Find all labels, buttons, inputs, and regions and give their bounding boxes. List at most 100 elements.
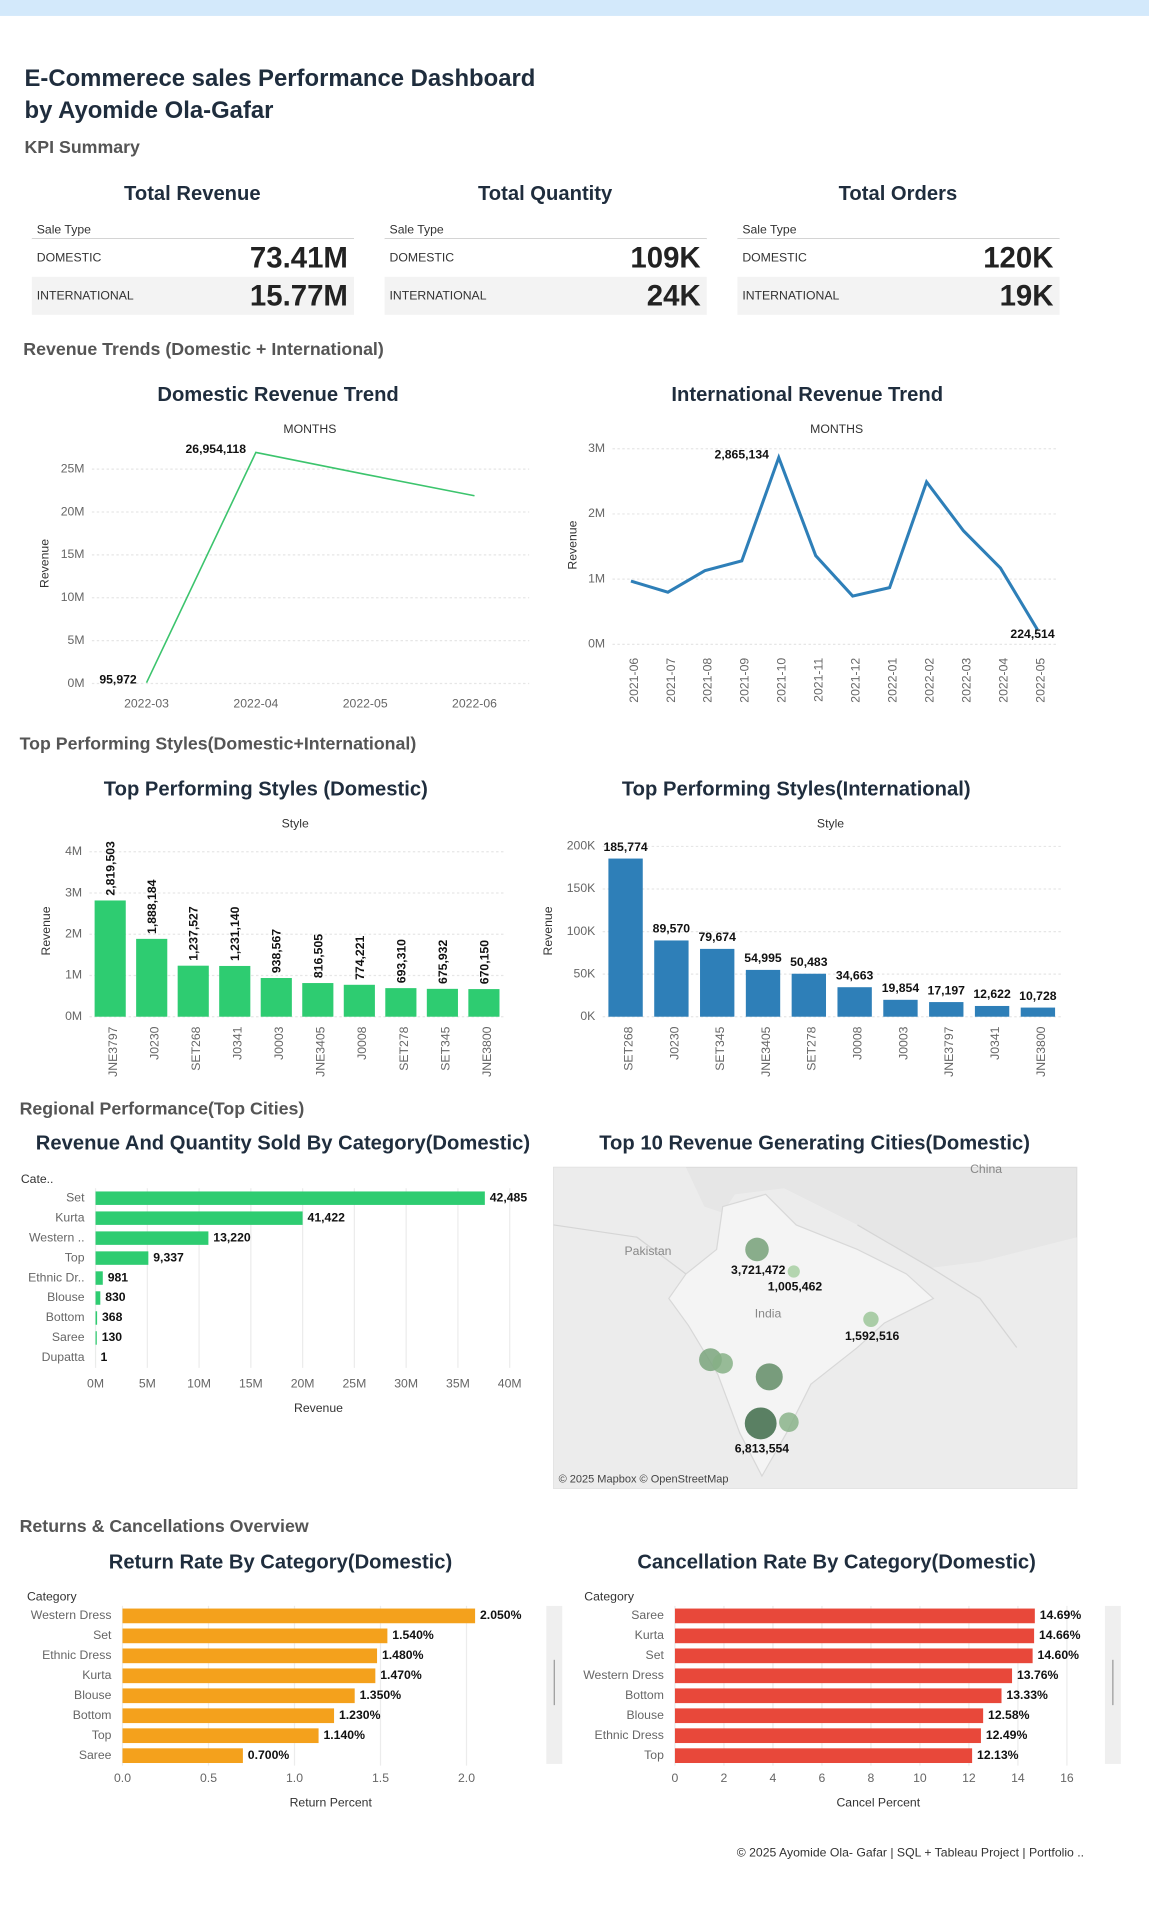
y-axis-title: Category bbox=[584, 1590, 635, 1604]
data-label: 224,514 bbox=[1010, 627, 1054, 641]
bar bbox=[219, 966, 250, 1017]
x-tick-label: J0341 bbox=[231, 1026, 245, 1060]
x-tick-label: 0 bbox=[672, 1771, 679, 1785]
x-tick-label: 5M bbox=[139, 1376, 156, 1390]
y-tick-label: Bottom bbox=[625, 1688, 664, 1702]
x-tick-label: 2 bbox=[721, 1771, 728, 1785]
city-bubble bbox=[779, 1412, 799, 1432]
x-tick-label: 2021-06 bbox=[627, 658, 641, 703]
x-tick-label: SET278 bbox=[805, 1026, 819, 1070]
scrollbar[interactable] bbox=[546, 1606, 562, 1764]
kpi-column-header: Sale Type bbox=[37, 223, 91, 237]
x-tick-label: 8 bbox=[868, 1771, 875, 1785]
x-tick-label: JNE3800 bbox=[480, 1026, 494, 1077]
data-label: 89,570 bbox=[653, 922, 691, 936]
city-bubble bbox=[788, 1265, 800, 1277]
data-label: 14.66% bbox=[1039, 1628, 1081, 1642]
bar bbox=[427, 989, 458, 1017]
place-name: India bbox=[755, 1307, 782, 1321]
x-tick-label: SET268 bbox=[189, 1026, 203, 1070]
y-tick-label: 3M bbox=[65, 885, 82, 899]
kpi-title: Total Quantity bbox=[478, 183, 613, 205]
x-tick-label: 2022-06 bbox=[452, 697, 497, 711]
y-tick-label: 50K bbox=[574, 966, 597, 980]
x-tick-label: 40M bbox=[498, 1376, 522, 1390]
y-tick-label: 150K bbox=[567, 881, 596, 895]
data-label: 670,150 bbox=[477, 940, 491, 984]
y-tick-label: Western .. bbox=[29, 1230, 85, 1244]
x-tick-label: 2022-05 bbox=[1033, 658, 1047, 703]
chart-title: Cancellation Rate By Category(Domestic) bbox=[637, 1551, 1036, 1573]
data-label: 693,310 bbox=[394, 939, 408, 983]
x-tick-label: 2022-02 bbox=[922, 658, 936, 703]
map-background bbox=[554, 1167, 1077, 1488]
x-tick-label: 15M bbox=[239, 1376, 263, 1390]
data-label: 938,567 bbox=[270, 929, 284, 973]
x-tick-label: J0003 bbox=[896, 1026, 910, 1060]
y-tick-label: Dupatta bbox=[42, 1350, 85, 1364]
data-label: 54,995 bbox=[744, 951, 782, 965]
kpi-label: DOMESTIC bbox=[390, 251, 455, 265]
x-tick-label: JNE3405 bbox=[759, 1026, 773, 1077]
data-label: 50,483 bbox=[790, 955, 828, 969]
data-label: 95,972 bbox=[99, 672, 137, 686]
kpi-label: INTERNATIONAL bbox=[390, 289, 487, 303]
data-label: 12.13% bbox=[977, 1748, 1019, 1762]
bar bbox=[96, 1191, 485, 1204]
section-title: Regional Performance(Top Cities) bbox=[20, 1098, 305, 1118]
x-tick-label: 2021-08 bbox=[701, 658, 715, 703]
bar bbox=[122, 1728, 318, 1743]
bar bbox=[675, 1629, 1034, 1644]
bar bbox=[122, 1648, 377, 1663]
data-label: 41,422 bbox=[308, 1210, 346, 1224]
bar bbox=[608, 859, 642, 1017]
x-tick-label: 2022-04 bbox=[233, 697, 278, 711]
x-tick-label: 12 bbox=[962, 1771, 976, 1785]
x-tick-label: 2.0 bbox=[458, 1771, 475, 1785]
line bbox=[147, 452, 475, 682]
x-axis-title: Revenue bbox=[294, 1401, 343, 1415]
x-tick-label: 2022-03 bbox=[124, 697, 169, 711]
bar bbox=[675, 1668, 1012, 1683]
y-tick-label: Saree bbox=[631, 1608, 664, 1622]
scrollbar[interactable] bbox=[1105, 1606, 1121, 1764]
x-tick-label: 1.5 bbox=[372, 1771, 389, 1785]
x-tick-label: 2021-12 bbox=[849, 658, 863, 703]
x-axis-title: MONTHS bbox=[810, 422, 863, 436]
y-tick-label: 15M bbox=[61, 547, 85, 561]
bar bbox=[122, 1748, 242, 1763]
x-tick-label: SET278 bbox=[397, 1026, 411, 1070]
bar bbox=[700, 949, 734, 1017]
city-bubble bbox=[745, 1407, 777, 1439]
y-axis-title: Revenue bbox=[38, 539, 52, 588]
data-label: 13.33% bbox=[1006, 1688, 1048, 1702]
data-label: 3,721,472 bbox=[731, 1263, 786, 1277]
x-tick-label: JNE3800 bbox=[1034, 1026, 1048, 1077]
y-tick-label: Ethnic Dress bbox=[595, 1728, 664, 1742]
x-axis-title: Return Percent bbox=[290, 1795, 373, 1809]
data-label: 12.58% bbox=[988, 1708, 1030, 1722]
x-axis-title: Cancel Percent bbox=[836, 1795, 920, 1809]
x-tick-label: 2022-03 bbox=[959, 658, 973, 703]
bar bbox=[975, 1006, 1009, 1017]
x-tick-label: 30M bbox=[394, 1376, 418, 1390]
y-tick-label: Top bbox=[644, 1748, 664, 1762]
kpi-label: DOMESTIC bbox=[37, 251, 102, 265]
y-tick-label: 3M bbox=[588, 441, 605, 455]
dashboard-title: E-Commerece sales Performance Dashboard bbox=[24, 65, 535, 92]
kpi-title: Total Revenue bbox=[124, 183, 261, 205]
data-label: 2,865,134 bbox=[715, 447, 770, 461]
bar bbox=[96, 1311, 98, 1324]
data-label: 19,854 bbox=[882, 981, 920, 995]
dashboard-title: by Ayomide Ola-Gafar bbox=[24, 97, 273, 124]
section-title: Revenue Trends (Domestic + International… bbox=[23, 339, 384, 359]
city-bubble bbox=[756, 1363, 783, 1390]
bar bbox=[385, 988, 416, 1017]
data-label: 1.230% bbox=[339, 1708, 381, 1722]
y-tick-label: 5M bbox=[68, 633, 85, 647]
data-label: 12.49% bbox=[986, 1728, 1028, 1742]
data-label: 2,819,503 bbox=[104, 841, 118, 896]
y-tick-label: Top bbox=[65, 1250, 85, 1264]
x-tick-label: 14 bbox=[1011, 1771, 1025, 1785]
